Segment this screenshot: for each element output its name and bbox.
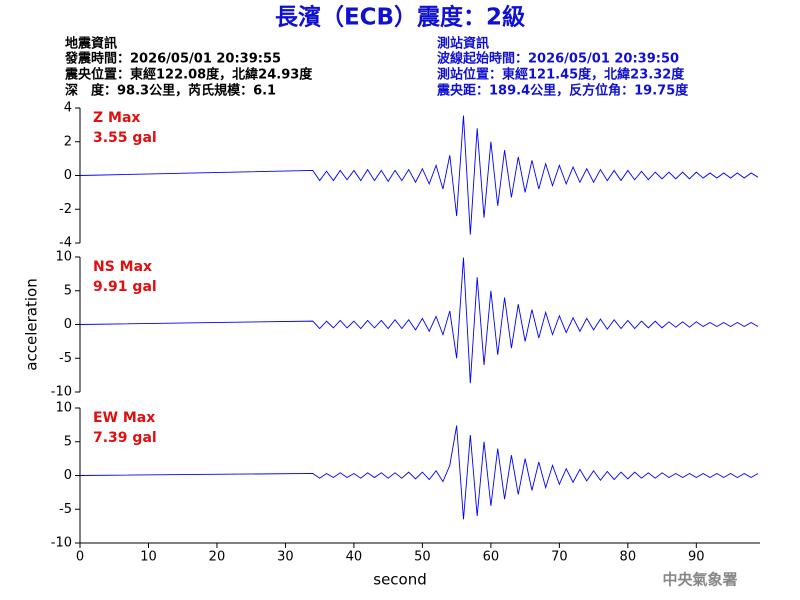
- info-line: 震央位置：東經122.08度，北緯24.93度: [64, 67, 313, 83]
- x-tick-label: 50: [414, 550, 431, 565]
- y-tick-label: -10: [51, 385, 72, 400]
- info-line: 深 度：98.3公里，芮氏規模：6.1: [65, 83, 276, 99]
- y-tick-label: -5: [59, 351, 72, 366]
- x-tick-label: 90: [688, 550, 705, 565]
- waveform: [79, 115, 759, 235]
- waveform: [79, 257, 759, 384]
- x-tick-label: 60: [483, 550, 500, 565]
- annotation: EW Max: [93, 410, 155, 426]
- x-tick-label: 10: [140, 550, 157, 565]
- x-tick-label: 40: [346, 550, 363, 565]
- y-tick-label: -4: [59, 236, 72, 251]
- y-tick-label: 0: [64, 317, 72, 332]
- y-tick-label: 10: [55, 401, 72, 416]
- x-tick-label: 20: [209, 550, 226, 565]
- y-tick-label: 4: [64, 101, 72, 116]
- x-tick-label: 80: [620, 550, 637, 565]
- annotation: 7.39 gal: [93, 430, 157, 446]
- y-tick-label: 0: [64, 468, 72, 483]
- y-tick-label: -10: [51, 536, 72, 551]
- info-line: 測站資訊: [437, 36, 489, 52]
- x-tick-label: 70: [551, 550, 568, 565]
- chart-title: 長濱（ECB）震度：2級: [275, 4, 525, 31]
- annotation: Z Max: [93, 110, 140, 126]
- y-tick-label: -5: [59, 502, 72, 517]
- info-line: 震央距：189.4公里，反方位角：19.75度: [436, 83, 689, 99]
- y-tick-label: -2: [59, 202, 72, 217]
- x-axis-label: second: [373, 571, 427, 589]
- annotation: 9.91 gal: [93, 279, 157, 295]
- station-info: 測站資訊 波線起始時間：2026/05/01 20:39:50 測站位置：東經1…: [436, 36, 689, 99]
- quake-info: 地震資訊 發震時間：2026/05/01 20:39:55 震央位置：東經122…: [64, 36, 313, 99]
- x-tick-label: 30: [277, 550, 294, 565]
- y-tick-label: 2: [64, 134, 72, 149]
- info-line: 測站位置：東經121.45度，北緯23.32度: [437, 67, 685, 83]
- y-tick-label: 0: [64, 168, 72, 183]
- y-tick-label: 10: [55, 250, 72, 265]
- annotation: 3.55 gal: [93, 130, 157, 146]
- y-axis-label: acceleration: [23, 278, 41, 370]
- annotation: NS Max: [93, 259, 152, 275]
- x-tick-label: 0: [76, 550, 84, 565]
- info-line: 地震資訊: [65, 36, 117, 52]
- footer: 中央氣象署: [662, 571, 737, 589]
- waveform: [79, 425, 759, 520]
- y-tick-label: 5: [64, 283, 72, 298]
- info-line: 波線起始時間：2026/05/01 20:39:50: [437, 51, 679, 67]
- y-tick-label: 5: [64, 434, 72, 449]
- info-line: 發震時間：2026/05/01 20:39:55: [64, 51, 281, 67]
